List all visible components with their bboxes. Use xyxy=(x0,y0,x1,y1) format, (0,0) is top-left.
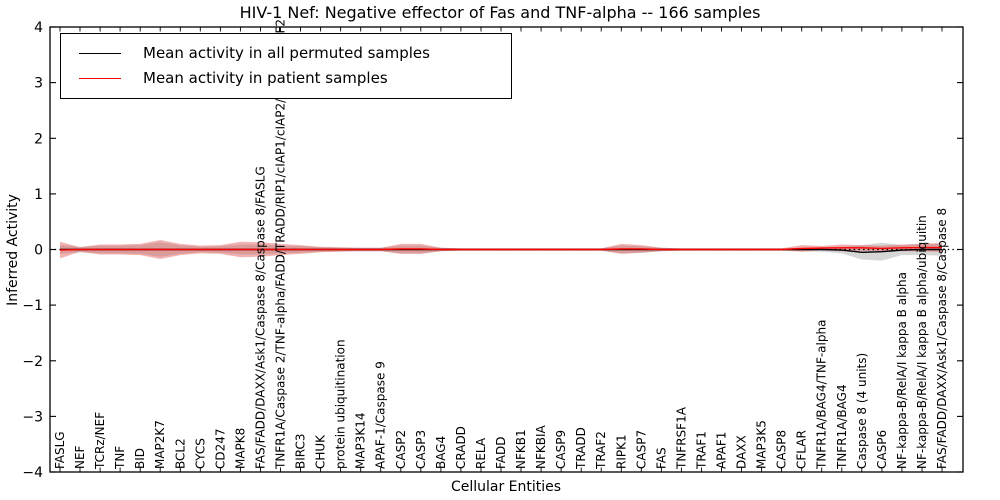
y-tick-label: 2 xyxy=(34,131,43,147)
x-tick-label: CASP7 xyxy=(634,430,648,469)
chart-title: HIV-1 Nef: Negative effector of Fas and … xyxy=(239,3,761,22)
x-tick-label: TNF xyxy=(113,446,127,470)
x-tick-label: MAP3K14 xyxy=(354,412,368,469)
x-tick-label: CASP6 xyxy=(875,430,889,469)
y-tick-label: 3 xyxy=(34,76,43,92)
x-tick-label: FAS/FADD/DAXX/Ask1/Caspase 8/Caspase 8 xyxy=(935,208,949,469)
x-tick-label: APAF-1/Caspase 9 xyxy=(374,361,388,469)
y-tick-label: 1 xyxy=(34,187,43,203)
x-tick-label: NF-kappa-B/RelA/I kappa B alpha xyxy=(895,272,909,469)
x-tick-label: NF-kappa-B/RelA/I kappa B alpha/ubiquiti… xyxy=(915,215,929,469)
x-tick-label: FAS/FADD/DAXX/Ask1/Caspase 8/Caspase 8/F… xyxy=(254,166,268,469)
std-band xyxy=(60,242,942,261)
y-tick-label: 0 xyxy=(34,243,43,259)
x-tick-label: TNFRSF1A xyxy=(674,406,688,470)
y-axis-label: Inferred Activity xyxy=(5,194,21,306)
x-tick-label: CASP3 xyxy=(414,430,428,469)
x-tick-label: Caspase 8 (4 units) xyxy=(855,353,869,469)
x-tick-label: TRAF2 xyxy=(594,431,608,470)
x-tick-label: MAPK8 xyxy=(233,428,247,469)
x-tick-label: RELA xyxy=(474,437,488,469)
x-tick-label: CD247 xyxy=(213,428,227,469)
y-tick-label: −1 xyxy=(22,298,43,314)
legend-entry-patient: Mean activity in patient samples xyxy=(61,71,511,86)
y-tick-label: −3 xyxy=(22,409,43,425)
x-tick-label: TNFR1A/BAG4 xyxy=(835,384,849,470)
x-tick-label: CFLAR xyxy=(795,430,809,469)
legend-line-black xyxy=(79,53,121,54)
x-tick-label: CASP2 xyxy=(394,430,408,469)
legend: Mean activity in all permuted samples Me… xyxy=(60,33,512,99)
x-tick-label: NFKBIA xyxy=(534,424,548,469)
x-tick-label: NFKB1 xyxy=(514,429,528,469)
x-tick-label: MAP3K5 xyxy=(755,420,769,469)
x-tick-label: TRADD xyxy=(574,427,588,470)
x-tick-label: TCRz/NEF xyxy=(93,412,107,470)
legend-entry-permuted: Mean activity in all permuted samples xyxy=(61,46,511,61)
x-tick-label: TNFR1A/Caspase 2/TNF-alpha/FADD/TRADD/RI… xyxy=(274,19,288,470)
legend-label-permuted: Mean activity in all permuted samples xyxy=(143,44,430,62)
x-tick-label: RIPK1 xyxy=(614,434,628,469)
x-tick-label: BCL2 xyxy=(173,438,187,469)
x-tick-label: CYCS xyxy=(193,438,207,469)
x-tick-label: protein ubiquitination xyxy=(334,339,348,469)
legend-label-patient: Mean activity in patient samples xyxy=(143,69,388,87)
x-tick-label: TNFR1A/BAG4/TNF-alpha xyxy=(815,320,829,470)
x-tick-label: CASP9 xyxy=(554,430,568,469)
y-tick-label: 4 xyxy=(34,20,43,36)
x-tick-label: FASLG xyxy=(53,431,67,469)
x-tick-label: BIRC3 xyxy=(294,433,308,469)
x-tick-label: FAS xyxy=(654,447,668,469)
x-tick-label: APAF1 xyxy=(715,432,729,469)
y-tick-label: −4 xyxy=(22,465,43,481)
x-tick-label: FADD xyxy=(494,437,508,470)
x-axis-label: Cellular Entities xyxy=(450,479,562,495)
x-tick-label: CASP8 xyxy=(775,430,789,469)
mean-line xyxy=(59,246,942,251)
legend-line-red xyxy=(79,78,121,79)
x-tick-label: CRADD xyxy=(454,426,468,469)
x-tick-label: NEF xyxy=(73,445,87,469)
x-tick-label: MAP2K7 xyxy=(153,420,167,469)
x-tick-label: TRAF1 xyxy=(695,431,709,470)
x-tick-label: BAG4 xyxy=(434,436,448,469)
x-tick-label: BID xyxy=(133,448,147,469)
y-tick-label: −2 xyxy=(22,354,43,370)
x-tick-label: CHUK xyxy=(314,434,328,469)
x-tick-label: DAXX xyxy=(735,435,749,469)
